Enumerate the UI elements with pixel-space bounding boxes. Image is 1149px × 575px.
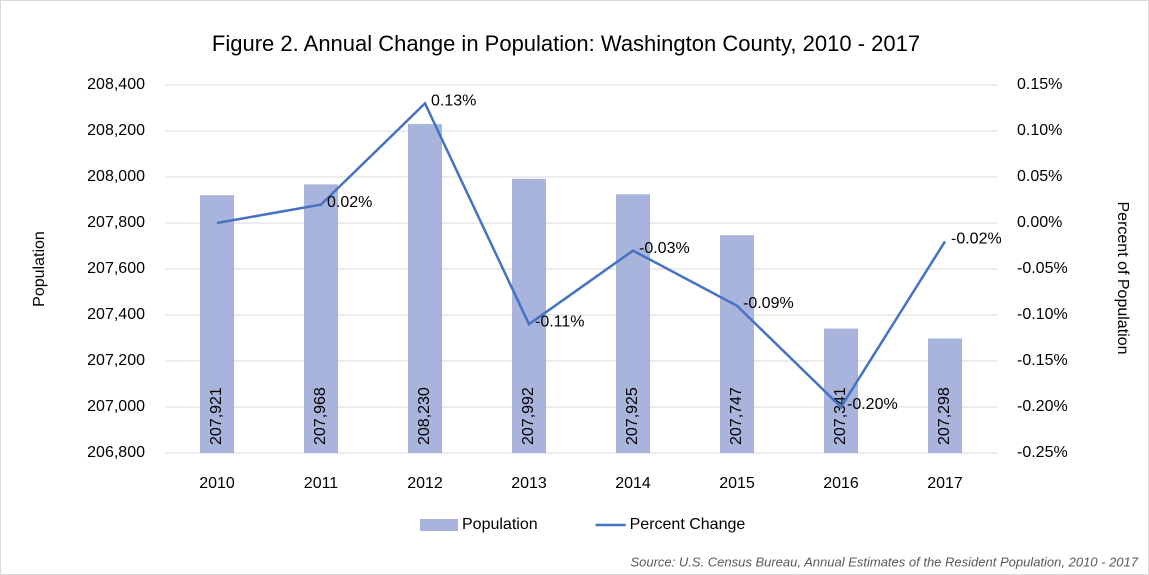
line-value-label: -0.11% xyxy=(535,313,585,330)
y-tick-label: 206,800 xyxy=(87,444,145,461)
y-tick-label: 207,600 xyxy=(87,260,145,277)
legend-swatch xyxy=(420,519,458,531)
line-value-label: -0.03% xyxy=(639,240,690,257)
y-tick-label: 207,200 xyxy=(87,352,145,369)
bar-value-label: 207,992 xyxy=(520,387,537,445)
y-tick-label: 208,400 xyxy=(87,76,145,93)
y2-tick-label: 0.05% xyxy=(1017,168,1062,185)
legend-label: Population xyxy=(462,516,538,533)
x-tick-label: 2012 xyxy=(407,475,443,492)
chart-title: Figure 2. Annual Change in Population: W… xyxy=(212,31,920,56)
x-tick-label: 2017 xyxy=(927,475,963,492)
line-value-label: 0.02% xyxy=(327,194,372,211)
line-value-label: -0.09% xyxy=(743,295,794,312)
bar-value-label: 207,747 xyxy=(728,387,745,445)
y2-axis-title: Percent of Population xyxy=(1114,202,1131,355)
y2-tick-label: 0.00% xyxy=(1017,214,1062,231)
y-tick-label: 208,200 xyxy=(87,122,145,139)
bar xyxy=(928,338,962,453)
bar xyxy=(616,194,650,453)
y-tick-label: 208,000 xyxy=(87,168,145,185)
y2-tick-label: -0.20% xyxy=(1017,398,1068,415)
source-note: Source: U.S. Census Bureau, Annual Estim… xyxy=(630,554,1138,569)
bar-value-label: 207,925 xyxy=(624,387,641,445)
y2-tick-label: -0.10% xyxy=(1017,306,1068,323)
line-value-label: 0.13% xyxy=(431,93,476,110)
y2-tick-label: 0.15% xyxy=(1017,76,1062,93)
x-tick-label: 2010 xyxy=(199,475,235,492)
line-value-label: -0.02% xyxy=(951,231,1002,248)
x-tick-label: 2016 xyxy=(823,475,859,492)
bar xyxy=(720,235,754,453)
x-tick-label: 2013 xyxy=(511,475,547,492)
y-tick-label: 207,400 xyxy=(87,306,145,323)
bar xyxy=(408,124,442,453)
y-tick-label: 207,800 xyxy=(87,214,145,231)
y2-tick-label: -0.05% xyxy=(1017,260,1068,277)
bar-value-label: 207,921 xyxy=(208,387,225,445)
line-series xyxy=(216,101,947,409)
x-tick-label: 2015 xyxy=(719,475,755,492)
y-tick-label: 207,000 xyxy=(87,398,145,415)
x-tick-label: 2011 xyxy=(304,475,339,492)
y-axis-title: Population xyxy=(31,231,48,307)
y2-tick-label: 0.10% xyxy=(1017,122,1062,139)
x-tick-label: 2014 xyxy=(615,475,651,492)
bar-value-label: 207,298 xyxy=(936,387,953,445)
bar-value-label: 208,230 xyxy=(416,387,433,445)
legend-label: Percent Change xyxy=(630,516,746,533)
bar-value-label: 207,968 xyxy=(312,387,329,445)
y2-tick-label: -0.25% xyxy=(1017,444,1068,461)
y2-tick-label: -0.15% xyxy=(1017,352,1068,369)
bar xyxy=(304,184,338,454)
line-value-label: -0.20% xyxy=(847,396,898,413)
bar xyxy=(200,195,234,454)
